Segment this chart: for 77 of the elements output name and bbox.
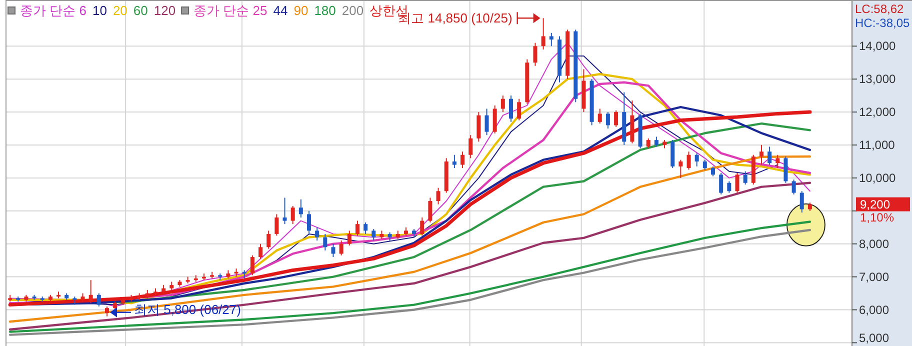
candlestick	[290, 205, 295, 225]
candlestick	[541, 18, 546, 50]
candlestick	[654, 136, 658, 148]
y-tick-label: 12,000	[859, 105, 896, 120]
candlestick	[355, 220, 360, 236]
y-tick-label: 13,000	[859, 72, 896, 86]
text: 44	[273, 3, 288, 18]
candlestick	[307, 210, 311, 234]
candlestick	[759, 144, 764, 166]
candlestick	[105, 306, 109, 317]
candlestick	[598, 108, 602, 124]
candlestick	[282, 197, 287, 225]
candlestick	[468, 134, 473, 159]
candlestick	[694, 152, 699, 167]
candlestick	[768, 146, 772, 166]
candlestick	[420, 216, 424, 236]
text: 종가 단순 25	[194, 3, 268, 18]
candlestick	[743, 170, 748, 186]
candlestick	[509, 95, 513, 122]
candlestick	[331, 243, 336, 258]
candlestick	[792, 179, 796, 195]
candlestick	[460, 151, 465, 169]
text: 200	[342, 3, 364, 18]
candlestick	[323, 233, 328, 251]
text: 9,200	[860, 197, 890, 212]
candlestick	[372, 228, 376, 242]
candlestick	[258, 243, 263, 260]
candlestick	[476, 112, 481, 142]
candlestick	[250, 254, 254, 276]
candlestick	[347, 230, 352, 246]
candlestick	[776, 154, 780, 169]
candlestick	[735, 172, 740, 194]
y-tick-label: 14,000	[859, 39, 896, 54]
candlestick	[339, 240, 344, 256]
candlestick	[315, 226, 320, 242]
candlestick	[364, 222, 368, 234]
candlestick	[452, 154, 456, 169]
text: LC:58,62	[855, 2, 904, 16]
y-tick-label: 6,000	[859, 302, 890, 317]
candlestick	[96, 292, 101, 307]
candlestick	[88, 280, 93, 304]
candlestick	[274, 214, 279, 236]
candlestick	[678, 159, 683, 178]
candlestick	[298, 198, 303, 218]
candlestick	[606, 112, 610, 130]
text: 60	[133, 3, 148, 18]
text: 10	[92, 3, 107, 18]
candlestick	[727, 180, 732, 194]
candlestick	[428, 197, 432, 223]
candlestick	[702, 159, 707, 170]
y-tick-label: 10,000	[859, 170, 896, 185]
text: 종가 단순 6	[20, 3, 86, 18]
text: 90	[294, 3, 308, 18]
y-tick-label: 5,000	[859, 331, 890, 345]
candlestick	[492, 104, 497, 134]
text: 120	[154, 3, 176, 18]
candlestick	[614, 110, 618, 128]
text: HC:-38,05	[855, 16, 910, 30]
candlestick	[517, 98, 522, 121]
candlestick	[266, 230, 271, 250]
text: 1,10%	[860, 210, 894, 224]
candlestick	[800, 190, 804, 214]
candlestick	[719, 172, 724, 195]
candlestick	[784, 156, 788, 184]
y-tick-label: 8,000	[859, 236, 890, 251]
candlestick	[484, 108, 489, 136]
candlestick	[711, 166, 715, 177]
candlestick	[646, 138, 650, 149]
text: 20	[112, 3, 128, 18]
candlestick	[533, 42, 538, 66]
y-tick-label: 11,000	[859, 138, 896, 152]
y-tick-label: 7,000	[859, 270, 890, 284]
candlestick	[500, 95, 505, 113]
candlestick	[686, 151, 691, 170]
candlestick	[549, 32, 554, 47]
text: 180	[314, 3, 336, 18]
candlestick	[436, 187, 440, 205]
